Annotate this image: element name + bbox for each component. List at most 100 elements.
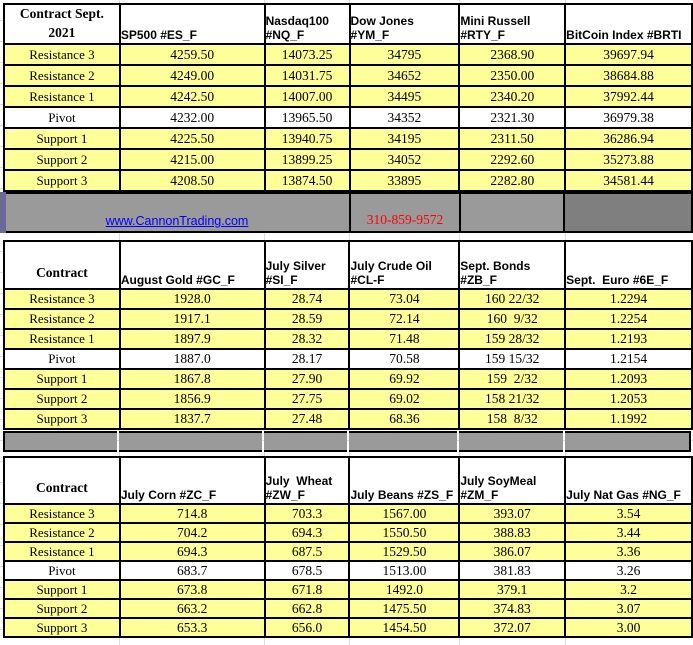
value-cell: 372.07 <box>458 617 567 638</box>
value-cell: 1454.50 <box>348 617 461 638</box>
table-row: Support 2 1856.9 27.75 69.02 158 21/32 1.2053 <box>3 388 693 410</box>
value-cell: 68.36 <box>348 408 461 430</box>
band-dark-cell <box>563 194 691 231</box>
value-cell: 673.8 <box>118 579 266 600</box>
column-header: July Corn #ZC_F <box>118 456 266 505</box>
value-cell: 14007.00 <box>263 85 351 108</box>
value-cell: 2282.80 <box>458 169 567 192</box>
value-cell: 4225.50 <box>118 127 266 150</box>
value-cell: 1887.0 <box>118 348 266 370</box>
separator-cell <box>119 431 262 452</box>
value-cell: 159 2/32 <box>458 368 567 390</box>
row-label: Support 1 <box>3 579 121 600</box>
value-cell: 35273.88 <box>564 148 693 171</box>
column-header: Mini Russell #RTY_F <box>458 3 567 45</box>
value-cell: 694.3 <box>118 541 266 562</box>
corner-header: Contract Sept. 2021 <box>3 3 121 45</box>
row-label: Support 1 <box>3 127 121 150</box>
value-cell: 381.83 <box>458 560 567 581</box>
value-cell: 69.02 <box>348 388 461 410</box>
value-cell: 1475.50 <box>348 598 461 619</box>
band-link-cell: www.CannonTrading.com <box>5 194 349 231</box>
value-cell: 374.83 <box>458 598 567 619</box>
accent-strip <box>0 192 6 233</box>
value-cell: 2350.00 <box>458 64 567 87</box>
band-empty-cell <box>459 194 563 231</box>
value-cell: 3.2 <box>564 579 693 600</box>
value-cell: 27.90 <box>263 368 351 390</box>
row-label: Resistance 1 <box>3 328 121 350</box>
value-cell: 714.8 <box>118 503 266 524</box>
value-cell: 160 9/32 <box>458 308 567 330</box>
index-futures-table: Contract Sept. 2021 SP500 #ES_F Nasdaq100 … <box>3 3 693 192</box>
value-cell: 28.17 <box>263 348 351 370</box>
table-row: Resistance 3 714.8 703.3 1567.00 393.07 3.54 <box>3 503 693 524</box>
value-cell: 36286.94 <box>564 127 693 150</box>
table-row: Pivot 4232.00 13965.50 34352 2321.30 36979.38 <box>3 106 693 129</box>
table-row: Resistance 1 1897.9 28.32 71.48 159 28/32 1.2… <box>3 328 693 350</box>
separator-cell <box>3 431 117 452</box>
value-cell: 386.07 <box>458 541 567 562</box>
row-label: Pivot <box>3 106 121 129</box>
table-row: Support 3 1837.7 27.48 68.36 158 8/32 1.1992 <box>3 408 693 430</box>
corner-header: Contract <box>3 240 121 290</box>
value-cell: 1492.0 <box>348 579 461 600</box>
separator-cell <box>264 431 347 452</box>
row-label: Pivot <box>3 348 121 370</box>
value-cell: 1.2093 <box>564 368 693 390</box>
value-cell: 72.14 <box>348 308 461 330</box>
table-row: Resistance 1 4242.50 14007.00 34495 2340.20 3… <box>3 85 693 108</box>
value-cell: 678.5 <box>263 560 351 581</box>
value-cell: 28.59 <box>263 308 351 330</box>
value-cell: 27.75 <box>263 388 351 410</box>
value-cell: 1.2193 <box>564 328 693 350</box>
separator-cell <box>349 431 457 452</box>
value-cell: 14073.25 <box>263 43 351 66</box>
table-row: Resistance 2 704.2 694.3 1550.50 388.83 3.44 <box>3 522 693 543</box>
table-row: Resistance 1 694.3 687.5 1529.50 386.07 3.36 <box>3 541 693 562</box>
value-cell: 1.2053 <box>564 388 693 410</box>
value-cell: 1928.0 <box>118 288 266 310</box>
value-cell: 34652 <box>348 64 461 87</box>
value-cell: 703.3 <box>263 503 351 524</box>
value-cell: 379.1 <box>458 579 567 600</box>
value-cell: 388.83 <box>458 522 567 543</box>
value-cell: 13940.75 <box>263 127 351 150</box>
value-cell: 2340.20 <box>458 85 567 108</box>
value-cell: 1529.50 <box>348 541 461 562</box>
value-cell: 2321.30 <box>458 106 567 129</box>
value-cell: 694.3 <box>263 522 351 543</box>
value-cell: 1550.50 <box>348 522 461 543</box>
value-cell: 4259.50 <box>118 43 266 66</box>
value-cell: 663.2 <box>118 598 266 619</box>
row-label: Support 1 <box>3 368 121 390</box>
value-cell: 3.00 <box>564 617 693 638</box>
value-cell: 34352 <box>348 106 461 129</box>
value-cell: 159 28/32 <box>458 328 567 350</box>
value-cell: 1856.9 <box>118 388 266 410</box>
value-cell: 38684.88 <box>564 64 693 87</box>
value-cell: 13965.50 <box>263 106 351 129</box>
cannon-trading-link[interactable]: www.CannonTrading.com <box>105 214 249 228</box>
value-cell: 671.8 <box>263 579 351 600</box>
row-label: Support 3 <box>3 169 121 192</box>
band-phone-cell: 310-859-9572 <box>349 194 459 231</box>
value-cell: 34795 <box>348 43 461 66</box>
row-label: Resistance 2 <box>3 64 121 87</box>
value-cell: 2368.90 <box>458 43 567 66</box>
table-row: Support 1 673.8 671.8 1492.0 379.1 3.2 <box>3 579 693 600</box>
grains-futures-table: Contract July Corn #ZC_F July Wheat #ZW_F J… <box>3 456 693 638</box>
value-cell: 1897.9 <box>118 328 266 350</box>
table-row: Support 1 1867.8 27.90 69.92 159 2/32 1.2093 <box>3 368 693 390</box>
value-cell: 160 22/32 <box>458 288 567 310</box>
value-cell: 37992.44 <box>564 85 693 108</box>
row-label: Support 2 <box>3 148 121 171</box>
table-row: Resistance 3 1928.0 28.74 73.04 160 22/32 1.2… <box>3 288 693 310</box>
table-row: Resistance 2 1917.1 28.59 72.14 160 9/32 1.22… <box>3 308 693 330</box>
value-cell: 704.2 <box>118 522 266 543</box>
info-band: www.CannonTrading.com 310-859-9572 <box>3 192 693 233</box>
value-cell: 34052 <box>348 148 461 171</box>
value-cell: 73.04 <box>348 288 461 310</box>
value-cell: 393.07 <box>458 503 567 524</box>
column-header: August Gold #GC_F <box>118 240 266 290</box>
